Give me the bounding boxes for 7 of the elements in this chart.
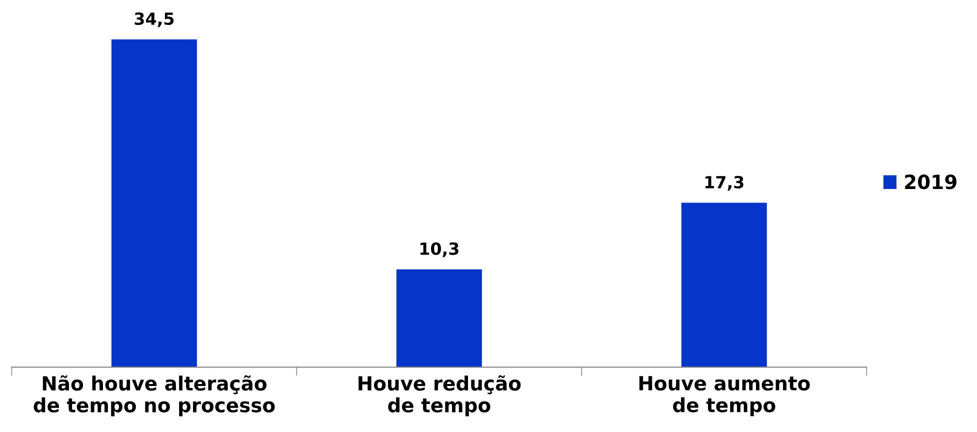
- legend-label: 2019: [905, 174, 956, 190]
- data-label: 17,3: [705, 176, 744, 191]
- data-label: 10,3: [420, 242, 458, 258]
- data-label: 34,5: [134, 12, 174, 28]
- x-tick-label: Houve aumento de tempo: [639, 376, 810, 416]
- x-tick-label: Houve redução de tempo: [358, 375, 521, 416]
- x-tick-label: Não houve alteração de tempo no processo: [34, 375, 275, 416]
